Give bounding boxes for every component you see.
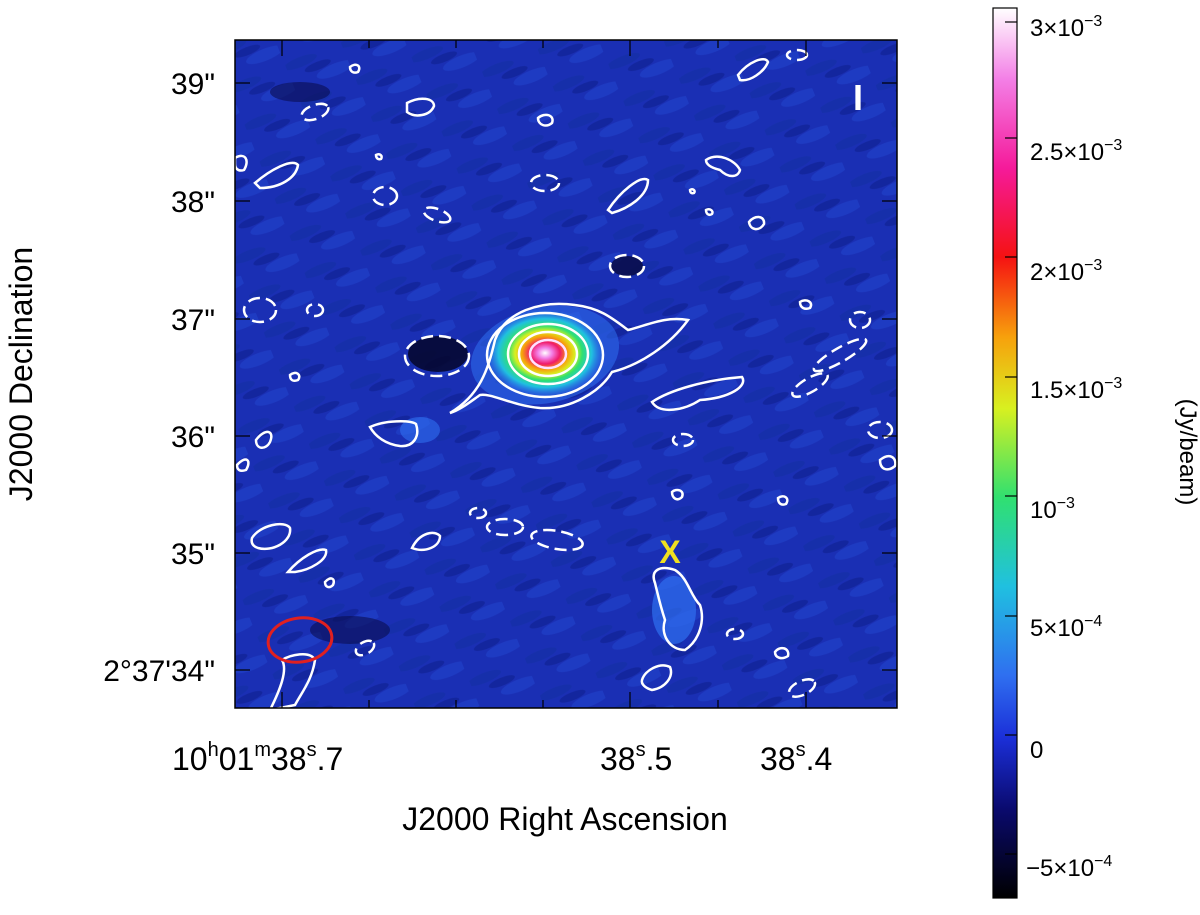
y-tick-label: 36" (171, 421, 215, 454)
x-tick-labels: 10h01m38s.7 38s.5 38s.4 (172, 739, 832, 777)
y-tick-label: 35" (171, 538, 215, 571)
negative-region (310, 616, 390, 644)
y-axis-label: J2000 Declination (3, 247, 39, 501)
y-tick-labels: 39" 38" 37" 36" 35" 2°37'34" (103, 68, 215, 688)
position-marker: X (659, 534, 681, 570)
beam-ellipse (266, 616, 334, 664)
plot-frame (234, 39, 898, 709)
colorbar-tick-label: 3×10−3 (1030, 13, 1102, 42)
negative-region (270, 82, 330, 102)
colorbar: 3×10−3 2.5×10−3 2×10−3 1.5×10−3 10−3 5×1… (992, 7, 1200, 899)
x-tick-label: 38s.4 (760, 739, 832, 777)
colorbar-ticks (1005, 21, 1017, 855)
colorbar-tick-label: 10−3 (1030, 495, 1075, 524)
positive-contours (235, 58, 897, 708)
colorbar-tick-label: 2.5×10−3 (1030, 137, 1122, 166)
colorbar-tick-label: 0 (1030, 737, 1043, 764)
colorbar-tick-label: 1.5×10−3 (1030, 375, 1122, 404)
colorbar-tick-labels: 3×10−3 2.5×10−3 2×10−3 1.5×10−3 10−3 5×1… (1026, 13, 1122, 882)
x-tick-label: 38s.5 (600, 739, 672, 777)
y-tick-label: 39" (171, 68, 215, 101)
colorbar-unit-label: (Jy/beam) (1174, 399, 1200, 506)
colorbar-gradient (992, 7, 1018, 899)
image-plot: I X (235, 40, 897, 708)
y-tick-label: 2°37'34" (103, 655, 215, 688)
stokes-label: I (853, 77, 863, 118)
negative-region (408, 336, 468, 372)
y-tick-label: 38" (171, 186, 215, 219)
y-tick-label: 37" (171, 304, 215, 337)
emission-region (400, 417, 440, 443)
colorbar-tick-label: 2×10−3 (1030, 257, 1102, 286)
x-axis-ticks (281, 40, 807, 708)
negative-region (611, 256, 643, 276)
x-axis-label: J2000 Right Ascension (402, 801, 728, 837)
x-tick-label-ra-first: 10h01m38s.7 (172, 739, 343, 777)
negative-contours (242, 48, 894, 698)
y-axis-ticks (235, 82, 897, 671)
colorbar-tick-label: −5×10−4 (1026, 853, 1112, 882)
colorbar-tick-label: 5×10−4 (1030, 613, 1102, 642)
